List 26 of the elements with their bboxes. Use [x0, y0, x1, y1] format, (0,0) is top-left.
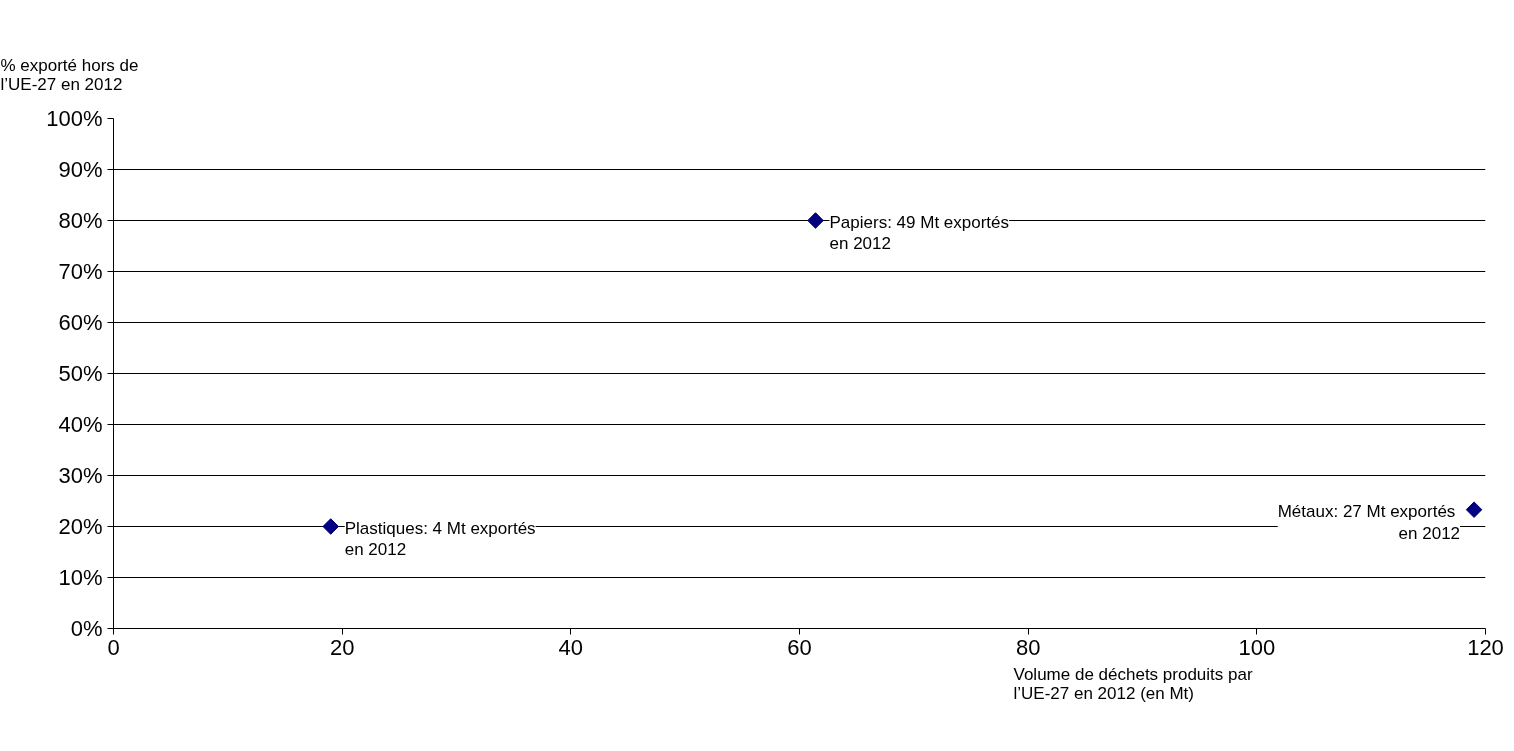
y-tick-label: 80%	[58, 208, 103, 233]
y-tick-label: 10%	[58, 565, 103, 590]
x-tick-label: 0	[107, 634, 120, 660]
annotation: Métaux: 27 Mt exportés en 2012	[1277, 501, 1461, 543]
point	[807, 212, 824, 229]
annotation: Plastiques: 4 Mt exportés en 2012	[344, 518, 536, 560]
y-axis-title: % exporté hors de l’UE-27 en 2012	[0, 55, 139, 94]
y-tick-label: 20%	[58, 514, 103, 539]
point	[322, 518, 340, 535]
y-tick-label: 70%	[58, 259, 103, 284]
x-axis-title: Volume de déchets produits par l’UE-27 en 2012 (en Mt)	[1013, 664, 1253, 703]
x-tick-label: 100	[1238, 634, 1276, 660]
y-tick-label: 60%	[58, 310, 103, 335]
point	[1465, 501, 1483, 518]
y-tick-label: 90%	[58, 157, 103, 182]
y-tick-label: 50%	[58, 361, 103, 386]
y-tick-label: 0%	[70, 616, 103, 641]
y-tick-label: 40%	[58, 412, 103, 437]
x-tick-label: 120	[1467, 634, 1504, 660]
annotation: Papiers: 49 Mt exportés en 2012	[829, 212, 1010, 254]
y-tick-label: 30%	[58, 463, 103, 488]
x-tick-label: 80	[1015, 634, 1041, 660]
x-tick-label: 20	[329, 634, 355, 660]
x-tick-label: 60	[787, 634, 812, 660]
x-tick-label: 40	[558, 634, 584, 660]
y-tick-label: 100%	[46, 106, 103, 131]
